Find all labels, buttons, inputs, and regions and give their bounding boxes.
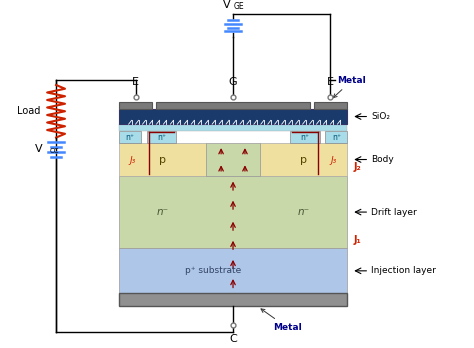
Text: GE: GE: [234, 2, 245, 11]
Text: SiO₂: SiO₂: [371, 112, 390, 121]
Text: n⁺: n⁺: [125, 133, 134, 142]
Text: J₁: J₁: [353, 235, 361, 245]
Text: n⁻: n⁻: [156, 207, 168, 217]
Text: J₂: J₂: [353, 162, 361, 172]
Bar: [118, 143, 206, 176]
Text: J₃: J₃: [330, 156, 337, 165]
Bar: [118, 124, 347, 131]
Text: Injection layer: Injection layer: [371, 266, 436, 275]
Bar: [118, 293, 347, 306]
Bar: [290, 131, 319, 143]
Text: Drift layer: Drift layer: [371, 207, 417, 216]
Text: J₃: J₃: [129, 156, 136, 165]
Text: CC: CC: [50, 148, 60, 154]
Bar: [118, 131, 141, 143]
Text: p: p: [159, 155, 166, 165]
Bar: [156, 102, 310, 109]
Text: n⁺: n⁺: [332, 133, 341, 142]
Text: n⁻: n⁻: [298, 207, 310, 217]
Bar: [118, 176, 347, 248]
Bar: [260, 143, 347, 176]
Text: p: p: [300, 155, 307, 165]
Text: E: E: [327, 77, 334, 87]
Bar: [206, 143, 260, 176]
Text: Metal: Metal: [261, 309, 301, 332]
Bar: [118, 109, 347, 124]
Text: p⁺ substrate: p⁺ substrate: [185, 266, 241, 275]
Text: V: V: [35, 144, 42, 154]
Text: n⁺: n⁺: [300, 133, 309, 142]
Bar: [118, 248, 347, 293]
Bar: [326, 131, 347, 143]
Text: C: C: [229, 334, 237, 345]
Text: Metal: Metal: [333, 76, 366, 98]
Text: Body: Body: [371, 155, 394, 164]
Text: n⁺: n⁺: [157, 133, 166, 142]
Bar: [146, 131, 176, 143]
Bar: [313, 102, 347, 109]
Text: Load: Load: [17, 106, 40, 116]
Bar: [118, 102, 153, 109]
Text: G: G: [229, 77, 237, 87]
Text: E: E: [132, 77, 139, 87]
Text: V: V: [222, 0, 230, 10]
